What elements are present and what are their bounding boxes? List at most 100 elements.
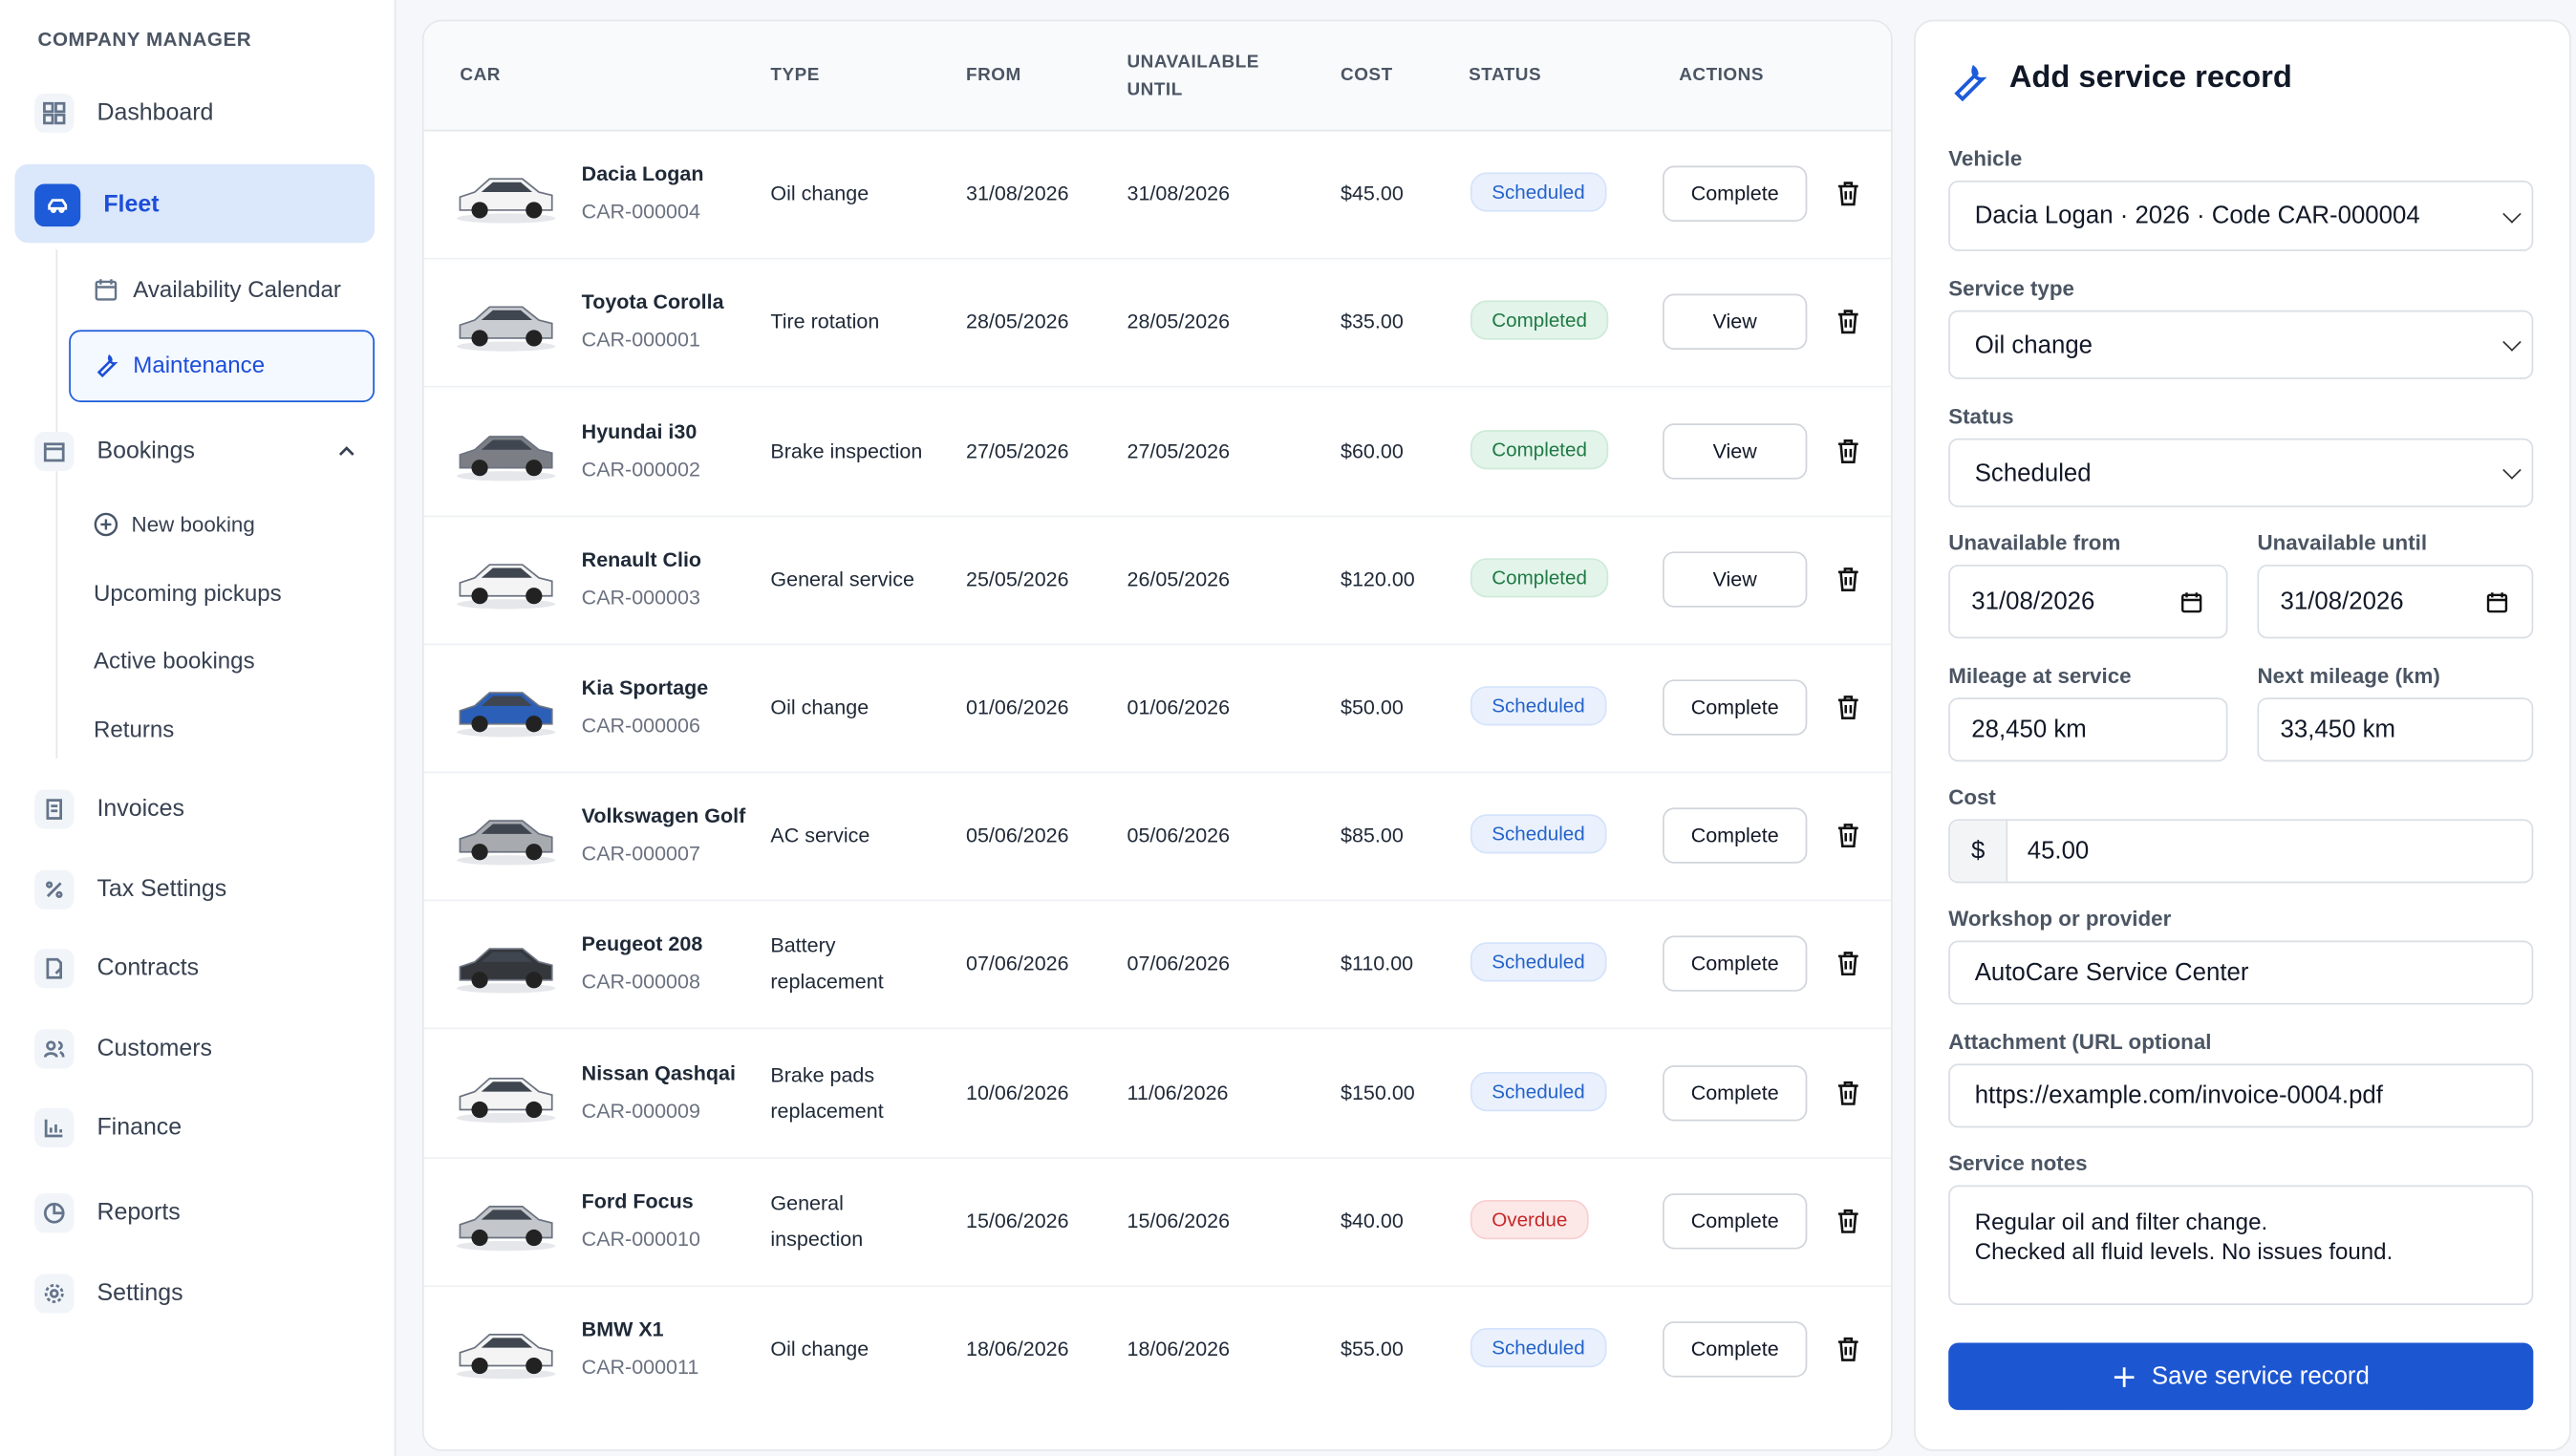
row-divider xyxy=(423,386,1892,389)
car-code: CAR-000008 xyxy=(581,970,700,995)
next-mileage-input[interactable]: 33,450 km xyxy=(2257,697,2534,762)
delete-icon[interactable] xyxy=(1836,438,1859,463)
action-button[interactable]: View xyxy=(1663,422,1808,479)
car-name: Kia Sportage xyxy=(581,675,709,699)
collapse-icon[interactable] xyxy=(336,443,356,460)
nav-item[interactable]: Active bookings xyxy=(94,647,255,673)
vehicle-select[interactable]: Dacia Logan · 2026 · Code CAR-000004 xyxy=(1948,181,2534,251)
from-date: 18/06/2026 xyxy=(966,1338,1069,1361)
car-image xyxy=(454,418,559,483)
nav-item[interactable]: Upcoming pickups xyxy=(94,580,282,606)
nav-item[interactable]: Returns xyxy=(94,716,174,741)
nav-item[interactable]: Settings xyxy=(34,1274,183,1314)
service-type: Oil change xyxy=(770,1338,869,1361)
form-title: Add service record xyxy=(2008,60,2292,96)
nav-item[interactable]: Maintenance xyxy=(94,352,265,377)
status-badge: Scheduled xyxy=(1470,686,1607,726)
nav-item[interactable]: Tax Settings xyxy=(34,869,227,910)
status-badge: Scheduled xyxy=(1470,1327,1607,1368)
action-button[interactable]: Complete xyxy=(1663,935,1808,993)
delete-icon[interactable] xyxy=(1836,823,1859,848)
from-date: 05/06/2026 xyxy=(966,824,1069,847)
nav-label: Returns xyxy=(94,716,175,742)
from-date: 15/06/2026 xyxy=(966,1209,1069,1232)
until-date-input[interactable]: 31/08/2026 xyxy=(2257,565,2534,639)
brand: COMPANY MANAGER xyxy=(37,28,252,52)
field-value: Oil change xyxy=(1974,331,2093,359)
row-divider xyxy=(423,258,1892,260)
field-label: Next mileage (km) xyxy=(2257,663,2440,688)
calendar-icon[interactable] xyxy=(2485,591,2508,614)
cost-input[interactable]: $ 45.00 xyxy=(1948,819,2534,884)
field-value: Scheduled xyxy=(1974,459,2092,487)
action-button[interactable]: Complete xyxy=(1663,1192,1808,1250)
field-label: Cost xyxy=(1948,784,1996,810)
nav-item[interactable]: Customers xyxy=(34,1029,212,1069)
tree-line xyxy=(55,249,58,759)
column-header: UNAVAILABLE UNTIL xyxy=(1127,52,1259,100)
nav-item[interactable]: New booking xyxy=(94,512,255,537)
delete-icon[interactable] xyxy=(1836,566,1859,591)
from-date: 28/05/2026 xyxy=(966,310,1069,334)
table-header xyxy=(423,21,1892,132)
nav-item[interactable]: Invoices xyxy=(34,789,184,829)
delete-icon[interactable] xyxy=(1836,695,1859,720)
until-date: 18/06/2026 xyxy=(1127,1338,1231,1361)
workshop-input[interactable]: AutoCare Service Center xyxy=(1948,940,2534,1005)
delete-icon[interactable] xyxy=(1836,1336,1859,1361)
status-badge: Scheduled xyxy=(1470,814,1607,854)
nav-item[interactable]: Contracts xyxy=(34,949,199,989)
delete-icon[interactable] xyxy=(1836,181,1859,206)
from-date-input[interactable]: 31/08/2026 xyxy=(1948,565,2228,639)
until-date: 27/05/2026 xyxy=(1127,439,1231,462)
service-type-select[interactable]: Oil change xyxy=(1948,310,2534,379)
attachment-input[interactable]: https://example.com/invoice-0004.pdf xyxy=(1948,1063,2534,1128)
column-header: ACTIONS xyxy=(1679,65,1764,86)
field-value: 28,450 km xyxy=(1971,716,2087,744)
action-button[interactable]: View xyxy=(1663,294,1808,351)
until-date: 01/06/2026 xyxy=(1127,696,1231,719)
service-type: General service xyxy=(770,567,914,591)
status-badge: Overdue xyxy=(1470,1199,1589,1239)
row-divider xyxy=(423,1028,1892,1030)
field-label: Service type xyxy=(1948,275,2074,301)
car-name: Nissan Qashqai xyxy=(581,1060,736,1084)
calendar-icon[interactable] xyxy=(2180,591,2203,614)
status-select[interactable]: Scheduled xyxy=(1948,438,2534,507)
delete-icon[interactable] xyxy=(1836,310,1859,335)
mileage-input[interactable]: 28,450 km xyxy=(1948,697,2228,762)
car-name: Hyundai i30 xyxy=(581,419,698,443)
row-divider xyxy=(423,1156,1892,1159)
car-image xyxy=(454,161,559,227)
from-date: 27/05/2026 xyxy=(966,439,1069,462)
service-type: Brake pads replacement xyxy=(770,1062,884,1123)
delete-icon[interactable] xyxy=(1836,1208,1859,1233)
nav-item[interactable]: Finance xyxy=(34,1107,182,1148)
nav-label: Tax Settings xyxy=(97,876,227,904)
action-button[interactable]: Complete xyxy=(1663,165,1808,223)
nav-item[interactable]: Bookings xyxy=(34,431,195,472)
column-header: STATUS xyxy=(1469,65,1542,86)
nav-item[interactable]: Fleet xyxy=(34,183,160,227)
delete-icon[interactable] xyxy=(1836,1080,1859,1105)
action-button[interactable]: Complete xyxy=(1663,1320,1808,1378)
action-button[interactable]: Complete xyxy=(1663,1064,1808,1121)
notes-line: Regular oil and filter change. xyxy=(1974,1208,2268,1235)
save-button[interactable]: Save service record xyxy=(1948,1342,2534,1410)
car-image xyxy=(454,1060,559,1125)
until-date: 26/05/2026 xyxy=(1127,567,1231,591)
field-label: Service notes xyxy=(1948,1150,2088,1176)
action-button[interactable]: View xyxy=(1663,550,1808,608)
nav-item[interactable]: Availability Calendar xyxy=(94,276,341,302)
nav-item[interactable]: Reports xyxy=(34,1193,181,1233)
status-badge: Scheduled xyxy=(1470,942,1607,982)
row-divider xyxy=(423,643,1892,645)
service-type: AC service xyxy=(770,824,870,847)
action-button[interactable]: Complete xyxy=(1663,679,1808,736)
nav-item[interactable]: Dashboard xyxy=(34,93,213,134)
nav-label: Invoices xyxy=(97,796,184,823)
delete-icon[interactable] xyxy=(1836,951,1859,976)
action-button[interactable]: Complete xyxy=(1663,807,1808,864)
notes-textarea[interactable]: Regular oil and filter change. Checked a… xyxy=(1948,1185,2534,1305)
